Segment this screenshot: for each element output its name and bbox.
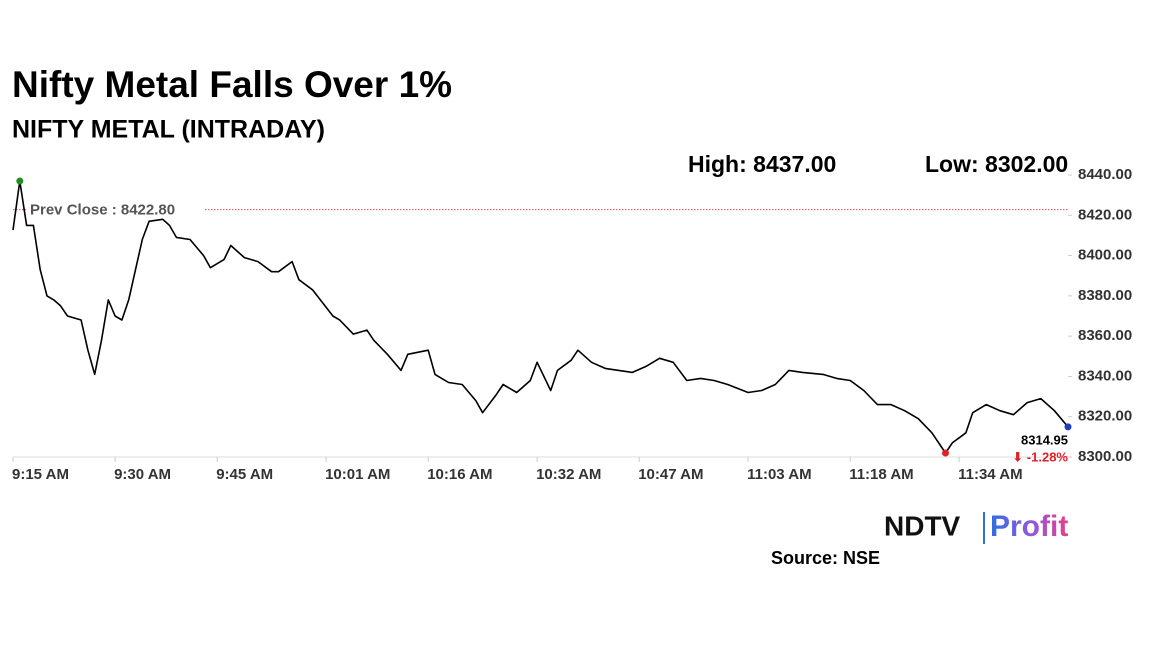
- x-tick-label: 10:32 AM: [536, 466, 601, 483]
- high-marker: [16, 177, 24, 185]
- source: Source: NSE: [771, 548, 880, 568]
- low-label: Low: 8302.00: [925, 151, 1068, 177]
- x-tick-label: 11:34 AM: [958, 466, 1022, 483]
- logo-sub: Profit: [990, 510, 1068, 543]
- y-tick-label: 8300.00: [1078, 448, 1132, 465]
- high-label: High: 8437.00: [688, 151, 836, 177]
- y-tick-label: 8400.00: [1078, 247, 1132, 264]
- logo: NDTV: [884, 510, 961, 541]
- x-tick-label: 10:16 AM: [427, 466, 492, 483]
- x-tick-label: 11:18 AM: [849, 466, 913, 483]
- x-tick-label: 9:30 AM: [114, 466, 171, 483]
- x-tick-label: 10:01 AM: [325, 466, 390, 483]
- y-tick-label: 8360.00: [1078, 327, 1132, 344]
- change-label: ⬇ -1.28%: [1012, 449, 1068, 464]
- y-tick-label: 8320.00: [1078, 408, 1132, 425]
- last-marker: [1064, 423, 1072, 431]
- prev-close-bg: [26, 199, 204, 220]
- y-tick-label: 8380.00: [1078, 287, 1132, 304]
- last-value-label: 8314.95: [1021, 432, 1068, 447]
- prev-close-label: Prev Close : 8422.80: [30, 202, 175, 219]
- x-tick-label: 9:15 AM: [12, 466, 69, 483]
- low-marker: [941, 449, 949, 457]
- chart-title: Nifty Metal Falls Over 1%: [12, 64, 452, 105]
- price-line: [12, 180, 1069, 454]
- x-tick-label: 9:45 AM: [216, 466, 273, 483]
- y-tick-label: 8440.00: [1078, 166, 1132, 183]
- x-tick-label: 11:03 AM: [747, 466, 811, 483]
- chart-subtitle: NIFTY METAL (INTRADAY): [12, 116, 325, 144]
- x-tick-label: 10:47 AM: [638, 466, 703, 483]
- y-tick-label: 8420.00: [1078, 206, 1132, 223]
- y-tick-label: 8340.00: [1078, 367, 1132, 384]
